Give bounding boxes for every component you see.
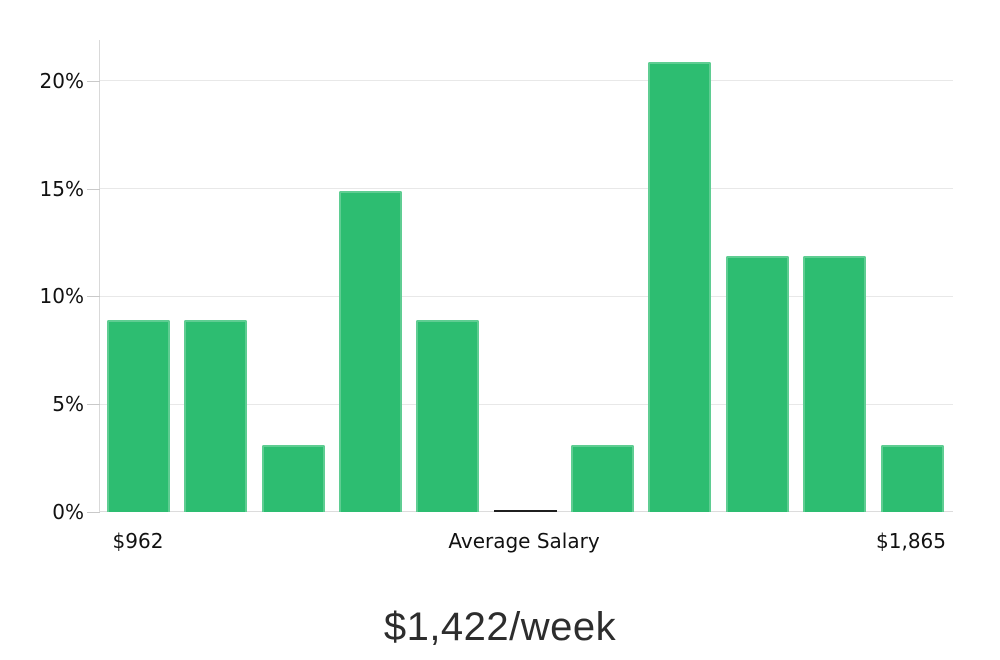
histogram-bar [648,62,711,512]
y-tick-label: 15% [39,176,84,201]
x-axis-label: $962 [112,529,164,553]
histogram-bar [184,320,247,512]
histogram-bar [726,256,789,512]
histogram-bar [416,320,479,512]
y-axis-tick [87,80,100,82]
y-axis-tick [87,296,100,298]
gridline-15pct [100,188,953,190]
histogram-bar [571,445,634,512]
y-axis-tick [87,512,100,513]
histogram-bar [339,191,402,512]
gridline-5pct [100,403,953,405]
y-axis-tick [87,188,100,190]
y-tick-label: 5% [52,392,84,417]
x-axis-label: $1,865 [876,529,946,553]
y-tick-label: 10% [39,284,84,309]
gridline-10pct [100,295,953,297]
y-tick-label: 0% [52,500,84,524]
histogram-bar [107,320,170,512]
histogram-bar [881,445,944,512]
plot-area [99,40,953,512]
y-tick-label: 20% [39,68,84,93]
average-salary-title: $1,422/week [383,605,617,649]
x-axis-label: Average Salary [448,529,600,553]
y-axis-tick [87,404,100,406]
histogram-bar [803,256,866,512]
average-salary-marker-bar [494,510,557,512]
gridline-20pct [100,80,953,82]
histogram-bar [262,445,325,512]
